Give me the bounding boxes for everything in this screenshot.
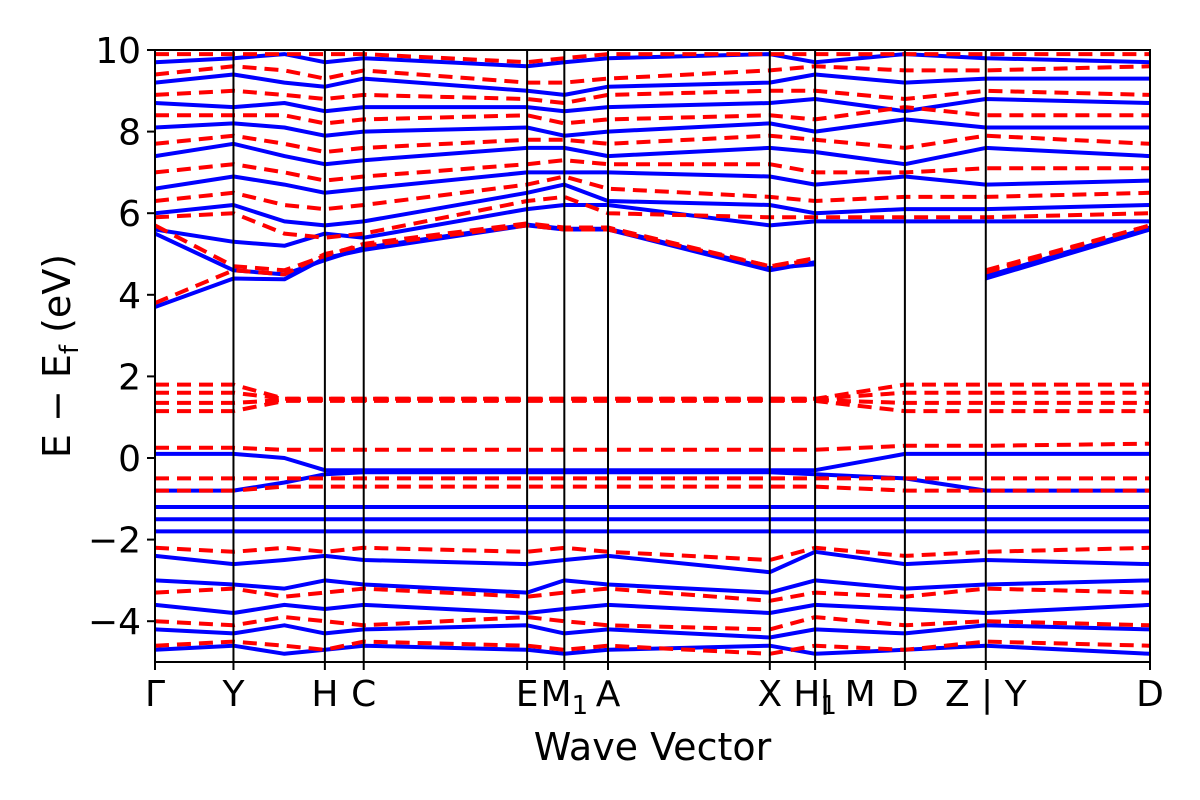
red-dashed-band-3: [155, 174, 1150, 212]
red-dashed-band-18: [155, 586, 1150, 603]
y-tick-label-7: 10: [95, 31, 141, 72]
x-extra-tick-label-0: |: [819, 674, 831, 715]
blue-solid-band-19: [155, 643, 1150, 656]
x-tick-label-9: D: [891, 674, 919, 715]
kpoint-lines: [232, 50, 987, 662]
x-tick-label-5: M1: [541, 674, 589, 721]
x-axis-ticks: Γ Y H C E M1 A X H1 D Z | Y D| M: [145, 662, 1164, 721]
bands-layer: [155, 52, 1150, 656]
y-tick-label-3: 2: [118, 357, 141, 398]
y-tick-label-1: −2: [88, 521, 141, 562]
blue-solid-band-5: [155, 141, 1150, 167]
y-axis-label: E − Ef (eV): [35, 254, 85, 458]
x-tick-label-4: E: [516, 674, 539, 715]
x-tick-label-3: C: [351, 674, 376, 715]
x-tick-label-10: Z | Y: [945, 674, 1028, 715]
blue-solid-band-6: [155, 117, 1150, 138]
x-tick-label-7: X: [757, 674, 782, 715]
red-dashed-band-11: [155, 390, 1150, 401]
red-dashed-band-14: [155, 441, 1150, 452]
blue-solid-band-3: [155, 182, 1150, 228]
x-extra-tick-label-1: M: [845, 674, 876, 715]
x-tick-label-0: Γ: [145, 674, 165, 715]
x-tick-label-11: D: [1136, 674, 1164, 715]
red-dashed-band-4: [155, 158, 1150, 183]
red-dashed-band-16: [155, 484, 1150, 493]
y-tick-label-4: 4: [118, 276, 141, 317]
blue-solid-band-4: [155, 170, 1150, 195]
blue-solid-band-18: [155, 623, 1150, 640]
x-tick-label-1: Y: [221, 674, 245, 715]
blue-solid-band-1: [155, 222, 1150, 279]
y-tick-label-5: 6: [118, 194, 141, 235]
blue-solid-band-15: [155, 549, 1150, 575]
blue-solid-band-7: [155, 97, 1150, 114]
x-axis-label: Wave Vector: [534, 725, 772, 769]
x-tick-label-6: A: [596, 674, 621, 715]
x-tick-label-2: H: [311, 674, 338, 715]
y-tick-label-2: 0: [118, 439, 141, 480]
red-dashed-band-12: [155, 398, 1150, 405]
plot-frame: [154, 49, 1151, 663]
blue-solid-band-10: [155, 451, 1150, 473]
blue-solid-band-17: [155, 602, 1150, 615]
y-tick-label-6: 8: [118, 113, 141, 154]
y-axis-ticks: −4 −2 0 2 4 6 8 10: [88, 31, 155, 643]
y-tick-label-0: −4: [88, 602, 141, 643]
red-dashed-band-1: [155, 221, 1150, 275]
red-dashed-band-6: [155, 105, 1150, 126]
